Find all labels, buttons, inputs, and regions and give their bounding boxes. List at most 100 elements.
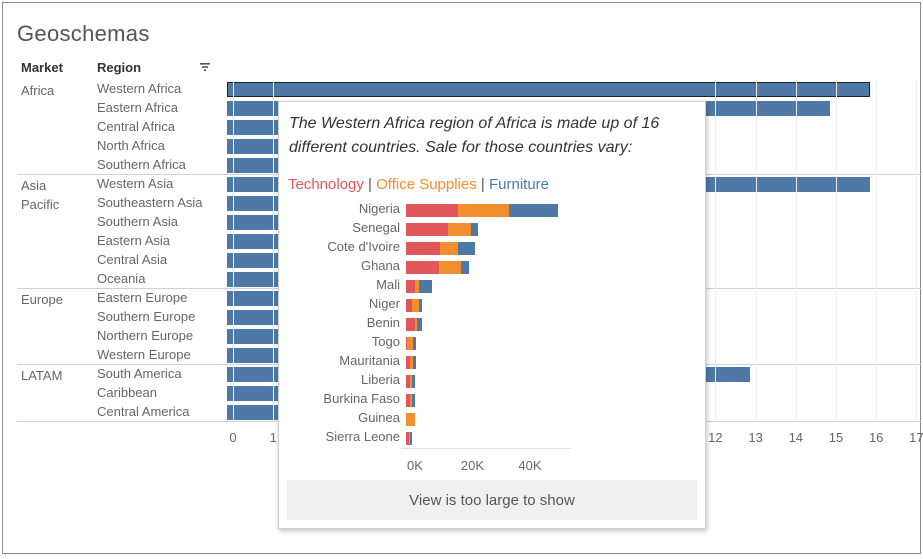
mini-chart-axis-line [401, 448, 571, 449]
x-tick-label: 0 [229, 430, 237, 445]
country-label: Mauritania [339, 353, 400, 368]
region-label[interactable]: Western Asia [97, 176, 174, 191]
market-label[interactable]: Africa [21, 83, 55, 98]
country-bar-segment [414, 280, 419, 293]
mini-x-tick-label: 40K [518, 458, 542, 473]
page-title: Geoschemas [17, 21, 150, 46]
region-label[interactable]: Southern Europe [97, 309, 196, 324]
market-column-header[interactable]: Market [21, 60, 63, 75]
country-label: Cote d'Ivoire [327, 239, 400, 254]
region-label[interactable]: Northern Europe [97, 328, 194, 343]
region-label[interactable]: Central Africa [97, 119, 176, 134]
region-bar[interactable] [227, 234, 283, 249]
x-gridline [755, 81, 757, 423]
region-bar[interactable] [227, 196, 283, 211]
country-label: Niger [368, 296, 400, 311]
region-bar[interactable] [227, 329, 283, 344]
country-label: Benin [366, 315, 400, 330]
region-bar[interactable] [227, 139, 283, 154]
country-label: Ghana [360, 258, 400, 273]
country-bar-segment [411, 394, 415, 407]
region-label[interactable]: Central Asia [97, 252, 168, 267]
country-bar-segment [457, 204, 510, 217]
region-label[interactable]: North Africa [97, 138, 165, 153]
country-label: Nigeria [358, 201, 400, 216]
legend-item: Office Supplies [376, 176, 477, 193]
country-bar-segment [447, 223, 471, 236]
x-gridline [273, 81, 275, 423]
x-tick-label: 14 [788, 430, 804, 445]
region-bar[interactable] [227, 253, 283, 268]
region-bar[interactable] [227, 215, 283, 230]
region-bar[interactable] [227, 310, 283, 325]
legend-separator: | [476, 176, 489, 193]
x-tick-label: 1 [269, 430, 277, 445]
view-too-large-message: View is too large to show [287, 480, 697, 520]
legend-separator: | [363, 176, 377, 193]
region-label[interactable]: South America [97, 366, 182, 381]
country-label: Mali [376, 277, 400, 292]
region-label[interactable]: Eastern Africa [97, 100, 178, 115]
country-bar-segment [470, 223, 478, 236]
x-tick-label: 17 [909, 430, 923, 445]
region-label[interactable]: Western Europe [97, 347, 191, 362]
region-bar[interactable] [227, 386, 283, 401]
market-label[interactable]: Europe [21, 292, 63, 307]
sort-descending-icon[interactable] [199, 61, 211, 73]
region-label[interactable]: Southeastern Asia [97, 195, 203, 210]
country-label: Sierra Leone [325, 429, 400, 444]
region-bar[interactable] [227, 272, 283, 287]
region-label[interactable]: Western Africa [97, 81, 182, 96]
country-bar-segment [414, 318, 418, 331]
x-tick-label: 13 [748, 430, 763, 445]
country-bar-segment [413, 356, 417, 369]
country-bar-segment [406, 394, 411, 407]
region-label[interactable]: Southern Asia [97, 214, 178, 229]
country-bar-segment [406, 318, 415, 331]
country-bar-segment [418, 299, 422, 312]
region-label[interactable]: Oceania [97, 271, 146, 286]
region-label[interactable]: Eastern Asia [97, 233, 170, 248]
region-bar[interactable] [227, 291, 283, 306]
market-label[interactable]: Asia Pacific [21, 178, 60, 212]
country-bar-segment [439, 261, 461, 274]
country-bar-segment [406, 280, 415, 293]
region-bar[interactable] [227, 120, 283, 135]
country-bar-segment [460, 261, 470, 274]
country-bar-segment [408, 432, 411, 445]
x-gridline [795, 81, 797, 423]
country-bar-segment [410, 375, 412, 388]
region-label[interactable]: Southern Africa [97, 157, 186, 172]
region-bar[interactable] [227, 158, 283, 173]
region-label[interactable]: Caribbean [97, 385, 157, 400]
region-column-header[interactable]: Region [97, 60, 142, 75]
market-label[interactable]: LATAM [21, 368, 63, 383]
region-label[interactable]: Eastern Europe [97, 290, 188, 305]
country-bar-segment [407, 337, 414, 350]
country-bar-segment [410, 432, 412, 445]
country-label: Liberia [360, 372, 400, 387]
mini-x-tick-label: 0K [407, 458, 423, 473]
country-bar-segment [406, 242, 441, 255]
tooltip-legend: Technology | Office Supplies | Furniture [288, 176, 549, 193]
region-bar[interactable] [227, 348, 283, 363]
legend-item: Technology [288, 176, 364, 193]
country-bar-segment [406, 432, 409, 445]
country-bar-segment [411, 299, 419, 312]
tooltip-description: The Western Africa region of Africa is m… [289, 115, 660, 156]
region-bar[interactable] [227, 405, 283, 420]
country-bar-segment [411, 375, 415, 388]
country-bar-segment [406, 299, 412, 312]
region-label[interactable]: Central America [97, 404, 190, 419]
country-bar-segment [418, 280, 432, 293]
x-gridline [715, 81, 717, 423]
country-bar-segment [457, 242, 475, 255]
country-bar-segment [406, 223, 448, 236]
region-bar[interactable] [227, 82, 871, 97]
country-bar-segment [406, 337, 408, 350]
x-tick-label: 12 [708, 430, 723, 445]
x-tick-label: 15 [828, 430, 844, 445]
country-bar-segment [406, 261, 440, 274]
country-label: Guinea [358, 410, 400, 425]
